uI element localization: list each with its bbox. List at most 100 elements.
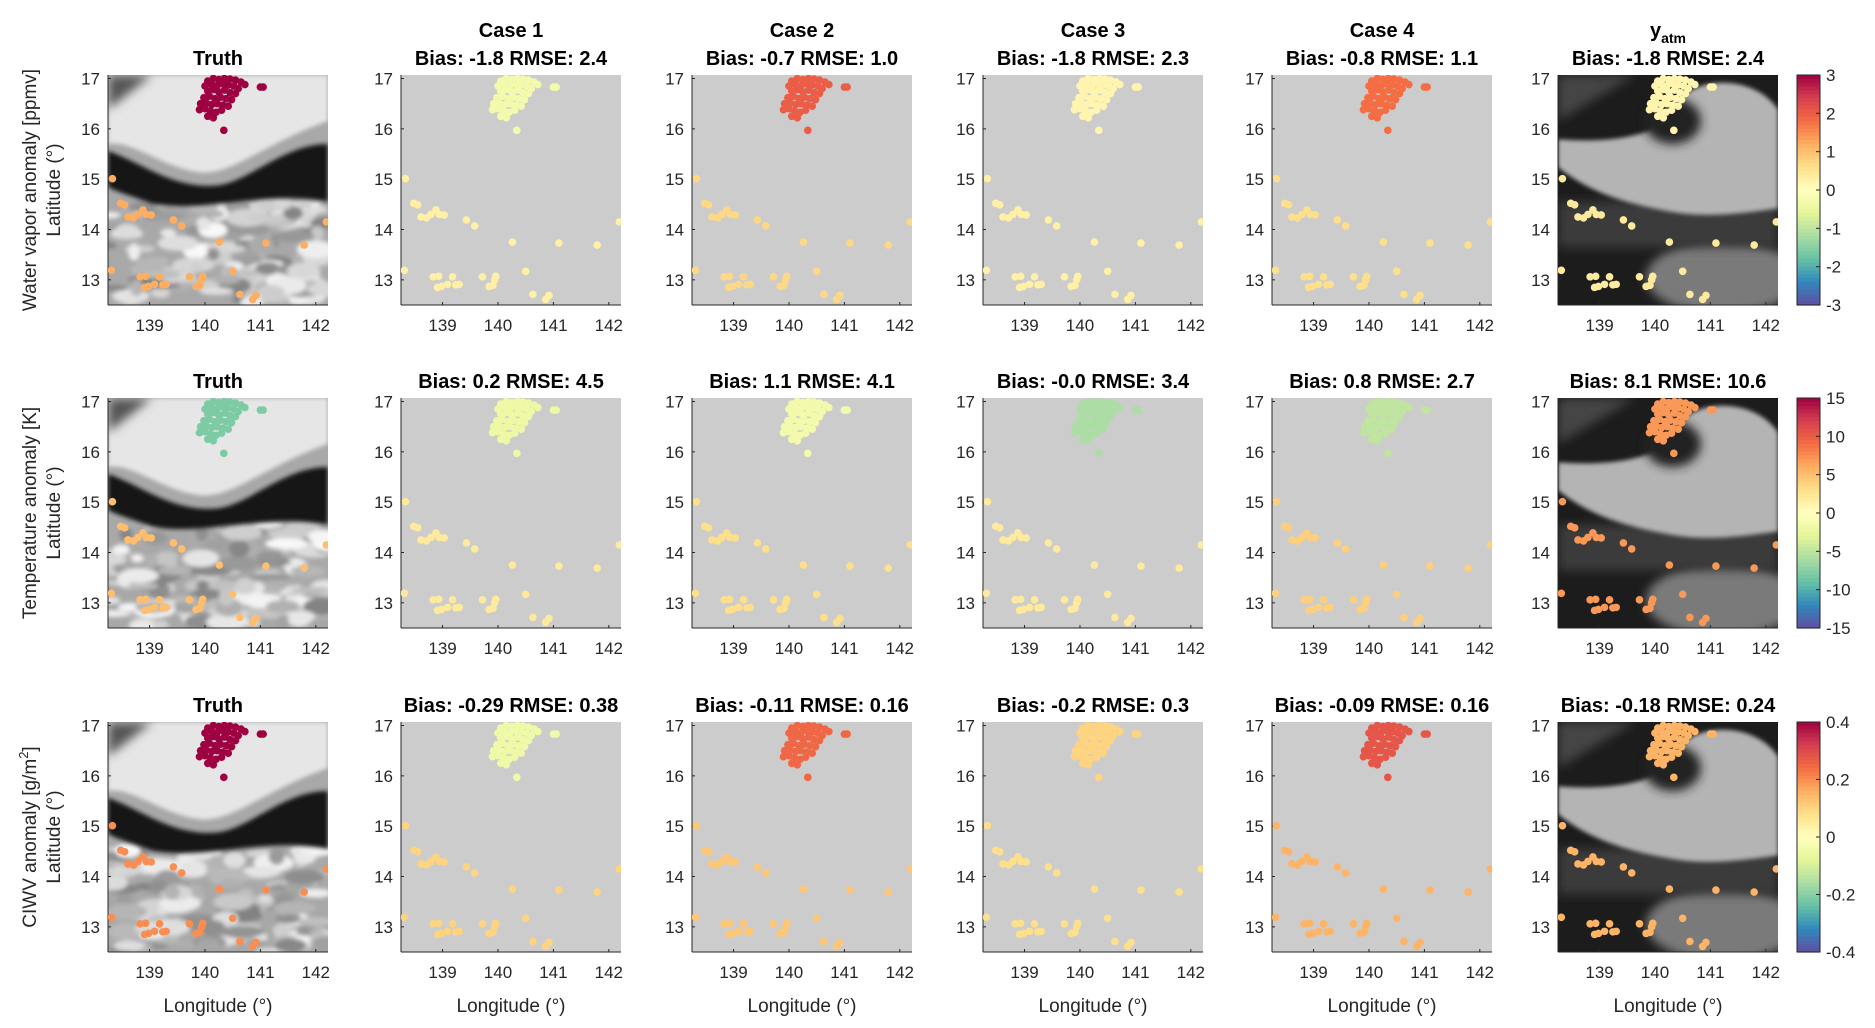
colorbar-segment [1797, 75, 1820, 80]
colorbar-segment [1797, 289, 1820, 295]
colorbar-segment [1797, 886, 1820, 892]
colorbar-segment [1797, 906, 1820, 911]
scatter-point [236, 613, 244, 622]
y-tick-label: 14 [1531, 868, 1550, 887]
colorbar-segment [1797, 536, 1820, 541]
y-tick-label: 17 [956, 717, 975, 736]
column-title: Case 2 [770, 20, 835, 42]
scatter-point [1349, 920, 1358, 928]
panel-subtitle: Bias: -0.18 RMSE: 0.24 [1561, 695, 1776, 717]
scatter-point [141, 272, 150, 281]
y-tick-label: 13 [665, 918, 684, 937]
scatter-point [1558, 266, 1566, 275]
scatter-point [529, 937, 537, 946]
scatter-point [185, 596, 194, 604]
scatter-point [169, 216, 178, 224]
scatter-point [520, 742, 529, 751]
colorbar-segment [1797, 871, 1820, 876]
scatter-point [1127, 291, 1135, 300]
scatter-point [209, 760, 218, 769]
scatter-point [545, 291, 553, 300]
scatter-point [731, 211, 740, 219]
x-tick-label: 141 [246, 639, 274, 658]
y-tick-label: 17 [665, 717, 684, 736]
colorbar-segment [1797, 516, 1820, 522]
x-tick-label: 140 [1641, 963, 1669, 982]
y-tick-label: 16 [956, 443, 975, 462]
y-axis-label: Latitude (°) [44, 790, 65, 883]
scatter-point [1416, 938, 1424, 947]
colorbar-segment [1797, 585, 1820, 591]
y-tick-label: 13 [1531, 918, 1550, 937]
colorbar-segment [1797, 398, 1820, 403]
panel-r1-c2: 139 140 141 142 13 14 15 16 17 Bias: -1.8 RMSE: 2… [374, 20, 623, 335]
scatter-point [491, 595, 500, 604]
x-tick-label: 142 [1177, 316, 1205, 335]
scatter-point [692, 266, 700, 275]
x-axis-label: Longitude (°) [1328, 996, 1437, 1017]
row-label-end: ] [20, 746, 41, 751]
colorbar-segment [1797, 239, 1820, 245]
scatter-point [1379, 885, 1388, 893]
colorbar-segment [1797, 167, 1820, 172]
scatter-point [1772, 865, 1778, 873]
scatter-point [1381, 429, 1390, 438]
colorbar-tick-label: 10 [1826, 427, 1845, 446]
scatter-point [1627, 545, 1636, 553]
scatter-point [1044, 539, 1053, 547]
x-tick-label: 142 [1466, 316, 1494, 335]
scatter-point [811, 742, 820, 751]
scatter-point [1052, 545, 1061, 553]
scatter-point [1750, 888, 1758, 896]
scatter-point [529, 290, 537, 299]
colorbar-tick-label: 0 [1826, 181, 1835, 200]
panel-subtitle: Bias: 1.1 RMSE: 4.1 [709, 371, 895, 393]
scatter-point [462, 539, 471, 547]
scatter-point [209, 436, 218, 445]
colorbar-segment [1797, 883, 1820, 888]
y-tick-label: 16 [1531, 443, 1550, 462]
scatter-point [1341, 222, 1350, 230]
scatter-point [462, 863, 471, 871]
scatter-point [1308, 929, 1317, 938]
colorbar-segment [1797, 741, 1820, 746]
scatter-point [704, 848, 713, 856]
y-tick-label: 17 [1245, 393, 1264, 412]
scatter-point [825, 403, 833, 412]
colorbar-segment [1797, 608, 1820, 614]
scatter-point [534, 403, 542, 412]
x-tick-label: 142 [302, 316, 330, 335]
colorbar-segment [1797, 844, 1820, 850]
panel-r2-c3: 139 140 141 142 13 14 15 16 17 Bias: 1.1 RMSE: 4.… [665, 371, 914, 658]
scatter-point [1558, 174, 1567, 183]
y-tick-label: 16 [374, 120, 393, 139]
scatter-point [448, 920, 457, 928]
x-tick-label: 141 [830, 963, 858, 982]
scatter-point [1284, 848, 1293, 856]
scatter-point [1314, 927, 1323, 936]
colorbar-segment [1797, 559, 1820, 564]
scatter-point [1197, 865, 1203, 873]
scatter-point [510, 753, 519, 762]
colorbar-segment [1797, 729, 1820, 735]
scatter-point [1102, 95, 1111, 104]
colorbar-segment [1797, 570, 1820, 575]
y-tick-label: 15 [374, 493, 393, 512]
colorbar-tick-label: 0.2 [1826, 771, 1850, 790]
scatter-point [1392, 914, 1401, 923]
scatter-point [322, 541, 328, 549]
scatter-point [108, 266, 116, 275]
scatter-point [155, 596, 164, 604]
colorbar-segment [1797, 748, 1820, 754]
colorbar-segment [1797, 124, 1820, 130]
scatter-point [718, 857, 726, 866]
scatter-point [1597, 858, 1606, 866]
scatter-point [1134, 83, 1142, 91]
scatter-point [812, 914, 821, 923]
scatter-point [593, 564, 601, 572]
scatter-point [1405, 403, 1413, 412]
x-tick-label: 140 [484, 639, 512, 658]
scatter-point [995, 201, 1004, 209]
scatter-point [147, 211, 156, 219]
scatter-point [427, 210, 435, 219]
